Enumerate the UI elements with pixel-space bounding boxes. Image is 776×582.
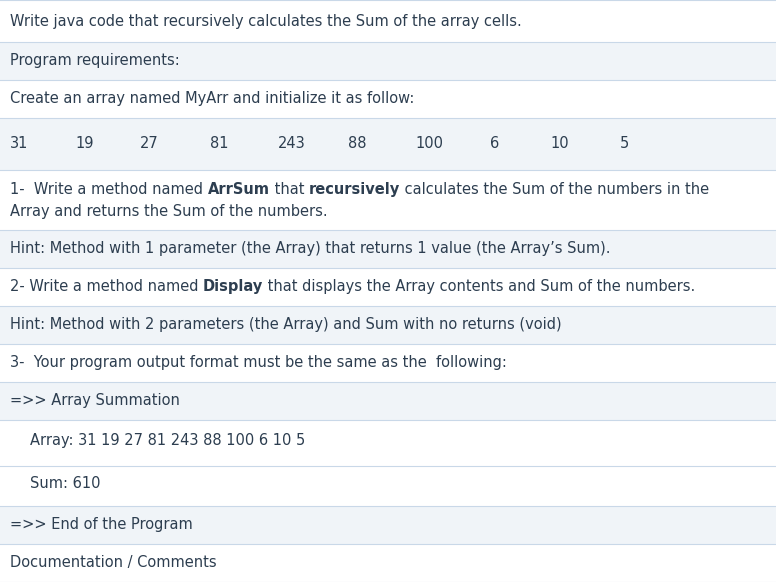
Text: 31: 31 [10, 136, 29, 151]
Text: calculates the Sum of the numbers in the: calculates the Sum of the numbers in the [400, 182, 709, 197]
Text: Documentation / Comments: Documentation / Comments [10, 555, 217, 570]
Text: Sum: 610: Sum: 610 [30, 476, 101, 491]
Bar [0, 230, 776, 268]
Bar [0, 80, 776, 118]
Text: Array and returns the Sum of the numbers.: Array and returns the Sum of the numbers… [10, 204, 327, 219]
Text: Write java code that recursively calculates the Sum of the array cells.: Write java code that recursively calcula… [10, 14, 521, 29]
Text: Create an array named MyArr and initialize it as follow:: Create an array named MyArr and initiali… [10, 91, 414, 106]
Text: =>> Array Summation: =>> Array Summation [10, 393, 180, 408]
Bar [0, 344, 776, 382]
Text: 3-  Your program output format must be the same as the  following:: 3- Your program output format must be th… [10, 355, 507, 370]
Text: 243: 243 [278, 136, 306, 151]
Bar [0, 170, 776, 230]
Text: =>> End of the Program: =>> End of the Program [10, 517, 192, 532]
Text: 5: 5 [620, 136, 629, 151]
Text: that displays the Array contents and Sum of the numbers.: that displays the Array contents and Sum… [263, 279, 695, 294]
Text: 88: 88 [348, 136, 366, 151]
Text: ArrSum: ArrSum [208, 182, 269, 197]
Bar [0, 0, 776, 42]
Text: Program requirements:: Program requirements: [10, 53, 180, 68]
Text: Hint: Method with 2 parameters (the Array) and Sum with no returns (void): Hint: Method with 2 parameters (the Arra… [10, 317, 562, 332]
Bar [0, 306, 776, 344]
Text: Array: 31 19 27 81 243 88 100 6 10 5: Array: 31 19 27 81 243 88 100 6 10 5 [30, 433, 305, 448]
Text: that: that [269, 182, 309, 197]
Bar [0, 466, 776, 506]
Text: 1-  Write a method named: 1- Write a method named [10, 182, 208, 197]
Text: 81: 81 [210, 136, 228, 151]
Text: 6: 6 [490, 136, 499, 151]
Bar [0, 506, 776, 544]
Text: recursively: recursively [309, 182, 400, 197]
Bar [0, 42, 776, 80]
Text: 10: 10 [550, 136, 569, 151]
Text: 27: 27 [140, 136, 159, 151]
Bar [0, 420, 776, 466]
Bar [0, 268, 776, 306]
Text: Hint: Method with 1 parameter (the Array) that returns 1 value (the Array’s Sum): Hint: Method with 1 parameter (the Array… [10, 241, 611, 256]
Bar [0, 544, 776, 582]
Text: 100: 100 [415, 136, 443, 151]
Bar [0, 118, 776, 170]
Text: 19: 19 [75, 136, 93, 151]
Text: Display: Display [203, 279, 263, 294]
Bar [0, 382, 776, 420]
Text: 2- Write a method named: 2- Write a method named [10, 279, 203, 294]
